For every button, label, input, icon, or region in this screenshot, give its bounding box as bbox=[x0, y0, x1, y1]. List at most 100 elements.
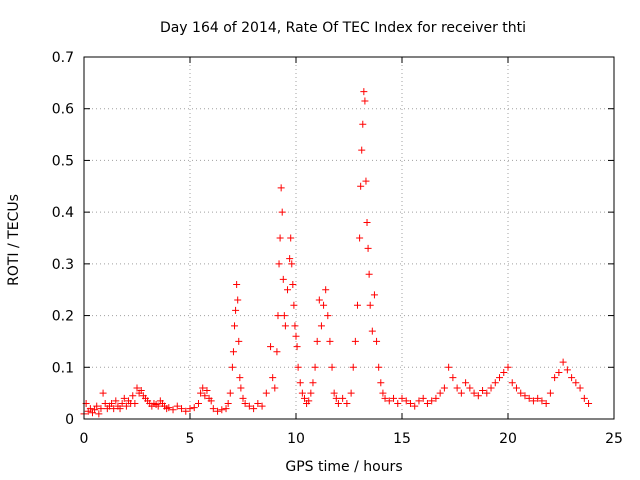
data-point bbox=[432, 394, 440, 402]
data-point bbox=[118, 399, 126, 407]
data-point bbox=[258, 402, 266, 410]
data-point bbox=[349, 363, 357, 371]
data-point bbox=[273, 348, 281, 356]
data-point bbox=[182, 407, 190, 415]
data-point bbox=[209, 405, 217, 413]
data-point bbox=[229, 348, 237, 356]
data-point bbox=[137, 387, 145, 395]
x-tick-label: 10 bbox=[287, 431, 305, 447]
data-point bbox=[436, 389, 444, 397]
data-point bbox=[112, 397, 120, 405]
data-point bbox=[203, 387, 211, 395]
data-point bbox=[190, 404, 198, 412]
data-point bbox=[292, 332, 300, 340]
data-point bbox=[173, 402, 181, 410]
y-tick-label: 0.6 bbox=[52, 102, 74, 118]
data-point bbox=[370, 291, 378, 299]
data-point bbox=[487, 384, 495, 392]
data-point bbox=[362, 177, 370, 185]
data-point bbox=[224, 399, 232, 407]
data-point bbox=[284, 286, 292, 294]
data-point bbox=[474, 392, 482, 400]
data-point bbox=[398, 394, 406, 402]
data-point bbox=[290, 301, 298, 309]
x-tick-label: 5 bbox=[186, 431, 195, 447]
data-point bbox=[293, 343, 301, 351]
x-tick-label: 0 bbox=[80, 431, 89, 447]
data-point bbox=[254, 399, 262, 407]
data-point bbox=[423, 399, 431, 407]
data-point bbox=[280, 312, 288, 320]
data-point bbox=[116, 405, 124, 413]
data-point bbox=[218, 406, 226, 414]
data-point bbox=[445, 363, 453, 371]
data-point bbox=[517, 389, 525, 397]
data-point bbox=[241, 399, 249, 407]
data-point bbox=[462, 379, 470, 387]
data-point bbox=[449, 374, 457, 382]
x-tick-label: 20 bbox=[499, 431, 517, 447]
data-point bbox=[366, 301, 374, 309]
data-point bbox=[546, 389, 554, 397]
data-point bbox=[287, 234, 295, 242]
data-point bbox=[356, 234, 364, 242]
data-point bbox=[343, 399, 351, 407]
data-point bbox=[294, 363, 302, 371]
x-axis-label: GPS time / hours bbox=[285, 459, 402, 475]
data-point bbox=[154, 402, 162, 410]
data-point bbox=[262, 389, 270, 397]
data-point bbox=[234, 296, 242, 304]
data-point bbox=[165, 404, 173, 412]
y-axis-label: ROTI / TECUs bbox=[6, 194, 22, 286]
data-point bbox=[529, 397, 537, 405]
data-point bbox=[453, 384, 461, 392]
data-point bbox=[95, 410, 103, 418]
data-points bbox=[80, 88, 593, 418]
data-point bbox=[491, 379, 499, 387]
data-point bbox=[390, 394, 398, 402]
data-point bbox=[291, 322, 299, 330]
data-point bbox=[496, 374, 504, 382]
data-point bbox=[585, 399, 593, 407]
data-point bbox=[110, 405, 118, 413]
data-point bbox=[402, 397, 410, 405]
data-point bbox=[563, 366, 571, 374]
data-point bbox=[207, 397, 215, 405]
data-point bbox=[334, 399, 342, 407]
data-point bbox=[93, 402, 101, 410]
data-point bbox=[483, 389, 491, 397]
data-point bbox=[222, 405, 230, 413]
data-point bbox=[351, 337, 359, 345]
data-point bbox=[419, 394, 427, 402]
data-point bbox=[91, 406, 99, 414]
data-point bbox=[332, 394, 340, 402]
data-point bbox=[309, 379, 317, 387]
data-point bbox=[457, 389, 465, 397]
data-point bbox=[365, 270, 373, 278]
data-point bbox=[296, 379, 304, 387]
data-point bbox=[232, 306, 240, 314]
data-point bbox=[231, 322, 239, 330]
data-point bbox=[368, 327, 376, 335]
data-point bbox=[534, 394, 542, 402]
data-point bbox=[274, 312, 282, 320]
data-point bbox=[359, 120, 367, 128]
data-point bbox=[361, 97, 369, 105]
data-point bbox=[239, 394, 247, 402]
data-point bbox=[525, 394, 533, 402]
y-tick-label: 0 bbox=[65, 412, 74, 428]
data-point bbox=[250, 405, 258, 413]
x-axis-ticks: 0 5 10 15 20 25 bbox=[80, 57, 623, 447]
data-point bbox=[428, 397, 436, 405]
x-tick-label: 25 bbox=[605, 431, 623, 447]
data-point bbox=[108, 399, 116, 407]
data-point bbox=[357, 182, 365, 190]
data-point bbox=[358, 146, 366, 154]
data-point bbox=[307, 389, 315, 397]
y-tick-label: 0.1 bbox=[52, 360, 74, 376]
data-point bbox=[279, 275, 287, 283]
data-point bbox=[278, 208, 286, 216]
data-point bbox=[235, 337, 243, 345]
data-point bbox=[379, 389, 387, 397]
data-point bbox=[394, 399, 402, 407]
